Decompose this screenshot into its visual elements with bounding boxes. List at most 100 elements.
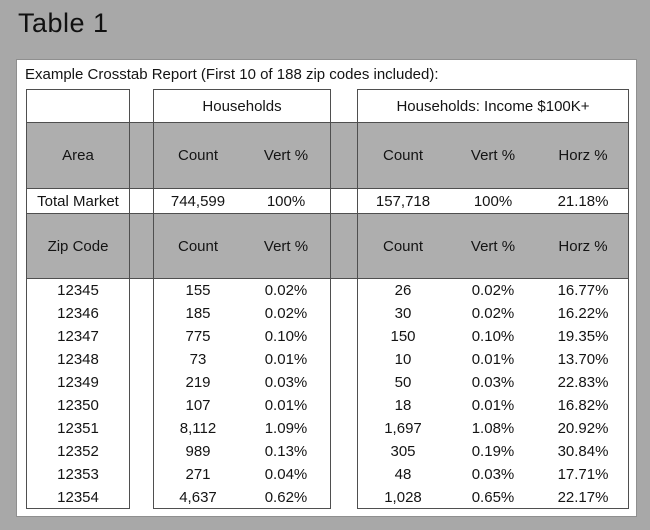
cell-zip: 12348 [26, 348, 130, 371]
cell-inc-horz: 17.71% [538, 463, 629, 486]
gutter-spacer [331, 394, 357, 417]
income-horz-header: Horz % [538, 122, 629, 189]
cell-inc-vert: 0.02% [471, 305, 515, 322]
cell-zip: 12354 [26, 486, 130, 509]
cell-hh-count: 219 [153, 371, 242, 394]
households-group-header: Households [153, 89, 331, 122]
gutter-spacer [130, 486, 153, 509]
cell-hh-vert: 0.04% [242, 463, 331, 486]
cell-inc-vert: 0.02% [471, 282, 515, 299]
total-hh-count: 744,599 [153, 189, 242, 213]
households-vert-header: Vert % [242, 122, 331, 189]
gutter-spacer [130, 325, 153, 348]
cell-hh-vert: 0.03% [242, 371, 331, 394]
cell-hh-count: 8,112 [153, 417, 242, 440]
cell-hh-count: 4,637 [153, 486, 242, 509]
cell-hh-vert: 0.62% [242, 486, 331, 509]
cell-hh-count: 271 [153, 463, 242, 486]
cell-inc-count: 26 [357, 279, 448, 302]
gutter-spacer [331, 89, 357, 122]
figure-title: Table 1 [18, 8, 109, 38]
zip-code-column-header: Zip Code [26, 213, 130, 279]
cell-inc-count: 150 [357, 325, 448, 348]
cell-inc-count: 305 [357, 440, 448, 463]
crosstab-table: Households Households: Income $100K+ Are… [26, 89, 636, 509]
gutter-spacer [331, 279, 357, 302]
cell-inc-count: 30 [357, 302, 448, 325]
cell-inc-count: 1,697 [357, 417, 448, 440]
gutter-spacer [331, 440, 357, 463]
total-market-label: Total Market [26, 189, 130, 213]
report-panel: Example Crosstab Report (First 10 of 188… [16, 59, 637, 517]
gutter-spacer [130, 279, 153, 302]
income-vert-header: Vert % [448, 213, 538, 279]
households-count-header: Count [153, 122, 242, 189]
cell-inc-horz: 22.83% [538, 371, 629, 394]
cell-zip: 12349 [26, 371, 130, 394]
cell-zip: 12345 [26, 279, 130, 302]
cell-zip: 12353 [26, 463, 130, 486]
gutter-spacer [331, 348, 357, 371]
cell-hh-vert: 0.01% [242, 348, 331, 371]
cell-hh-count: 107 [153, 394, 242, 417]
cell-inc-horz: 13.70% [538, 348, 629, 371]
cell-hh-count: 73 [153, 348, 242, 371]
cell-zip: 12351 [26, 417, 130, 440]
income-vert-header: Vert % [448, 122, 538, 189]
gutter-spacer [130, 440, 153, 463]
total-inc-count: 157,718 [357, 189, 448, 213]
gutter-spacer [130, 371, 153, 394]
cell-zip: 12352 [26, 440, 130, 463]
gutter-spacer [331, 302, 357, 325]
total-inc-horz: 21.18% [538, 189, 629, 213]
gutter-spacer [130, 463, 153, 486]
cell-hh-vert: 0.01% [242, 394, 331, 417]
cell-inc-count: 1,028 [357, 486, 448, 509]
cell-inc-vert: 1.08% [471, 420, 515, 437]
cell-inc-vert: 0.10% [471, 328, 515, 345]
gutter-spacer [331, 325, 357, 348]
cell-inc-horz: 30.84% [538, 440, 629, 463]
cell-inc-count: 18 [357, 394, 448, 417]
cell-inc-horz: 16.22% [538, 302, 629, 325]
cell-inc-vert: 0.01% [471, 351, 515, 368]
cell-hh-count: 989 [153, 440, 242, 463]
area-group-header-box [26, 89, 130, 122]
total-hh-vert: 100% [242, 189, 331, 213]
gutter-spacer [331, 213, 357, 279]
cell-zip: 12350 [26, 394, 130, 417]
income-count-header: Count [357, 213, 448, 279]
cell-inc-count: 48 [357, 463, 448, 486]
cell-zip: 12347 [26, 325, 130, 348]
total-inc-vert: 100% [473, 192, 513, 210]
gutter-spacer [130, 189, 153, 213]
gutter-spacer [130, 89, 153, 122]
gutter-spacer [130, 302, 153, 325]
income-group-header: Households: Income $100K+ [357, 89, 629, 122]
area-column-header: Area [26, 122, 130, 189]
income-horz-header: Horz % [538, 213, 629, 279]
cell-inc-vert: 0.19% [471, 443, 515, 460]
cell-inc-vert: 0.03% [471, 466, 515, 483]
gutter-spacer [130, 213, 153, 279]
cell-hh-vert: 1.09% [242, 417, 331, 440]
cell-hh-vert: 0.02% [242, 302, 331, 325]
gutter-spacer [331, 189, 357, 213]
cell-hh-count: 185 [153, 302, 242, 325]
households-vert-header: Vert % [242, 213, 331, 279]
cell-hh-count: 775 [153, 325, 242, 348]
cell-inc-horz: 16.77% [538, 279, 629, 302]
cell-hh-count: 155 [153, 279, 242, 302]
income-count-header: Count [357, 122, 448, 189]
gutter-spacer [130, 394, 153, 417]
gutter-spacer [130, 417, 153, 440]
cell-hh-vert: 0.02% [242, 279, 331, 302]
cell-zip: 12346 [26, 302, 130, 325]
cell-hh-vert: 0.10% [242, 325, 331, 348]
households-count-header: Count [153, 213, 242, 279]
gutter-spacer [130, 348, 153, 371]
cell-inc-vert: 0.65% [448, 486, 538, 509]
gutter-spacer [331, 122, 357, 189]
gutter-spacer [130, 122, 153, 189]
cell-inc-horz: 20.92% [538, 417, 629, 440]
